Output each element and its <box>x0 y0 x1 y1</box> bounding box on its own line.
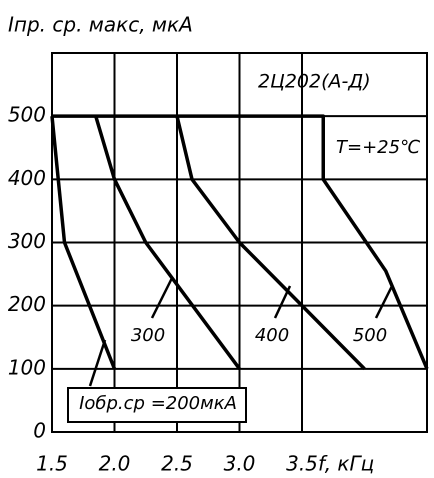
x-tick-label: 2.0 <box>99 452 131 476</box>
line <box>175 115 366 371</box>
leader-line <box>88 339 107 387</box>
line <box>52 114 429 370</box>
series-label: 300 <box>131 325 165 346</box>
y-tick-label: 100 <box>8 355 46 379</box>
y-tick-label: 300 <box>8 229 46 253</box>
x-axis-label: f, кГц <box>318 452 374 476</box>
leader-line <box>150 277 174 319</box>
label-box <box>67 387 247 423</box>
y-tick-label: 200 <box>8 292 46 316</box>
x-tick-label: 2.5 <box>161 452 193 476</box>
y-tick-label: 500 <box>8 103 46 127</box>
y-axis-label: Iпр. ср. макс, мкА <box>8 13 193 37</box>
chart-title: 2Ц202(А-Д) <box>258 71 371 93</box>
x-tick-label: 1.5 <box>36 452 68 476</box>
line <box>50 115 117 370</box>
y-tick-label: 400 <box>8 166 46 190</box>
leader-line <box>374 285 394 319</box>
line <box>94 115 241 370</box>
series-label: 500 <box>353 325 387 346</box>
y-tick-label: 0 <box>33 419 46 443</box>
x-tick-label: 3.5 <box>286 452 318 476</box>
x-tick-label: 3.0 <box>224 452 256 476</box>
series-label: Iобр.ср =200мкА <box>79 393 237 414</box>
series-label: 400 <box>255 325 289 346</box>
leader-line <box>273 285 292 319</box>
annotation: T=+25℃ <box>336 137 420 158</box>
